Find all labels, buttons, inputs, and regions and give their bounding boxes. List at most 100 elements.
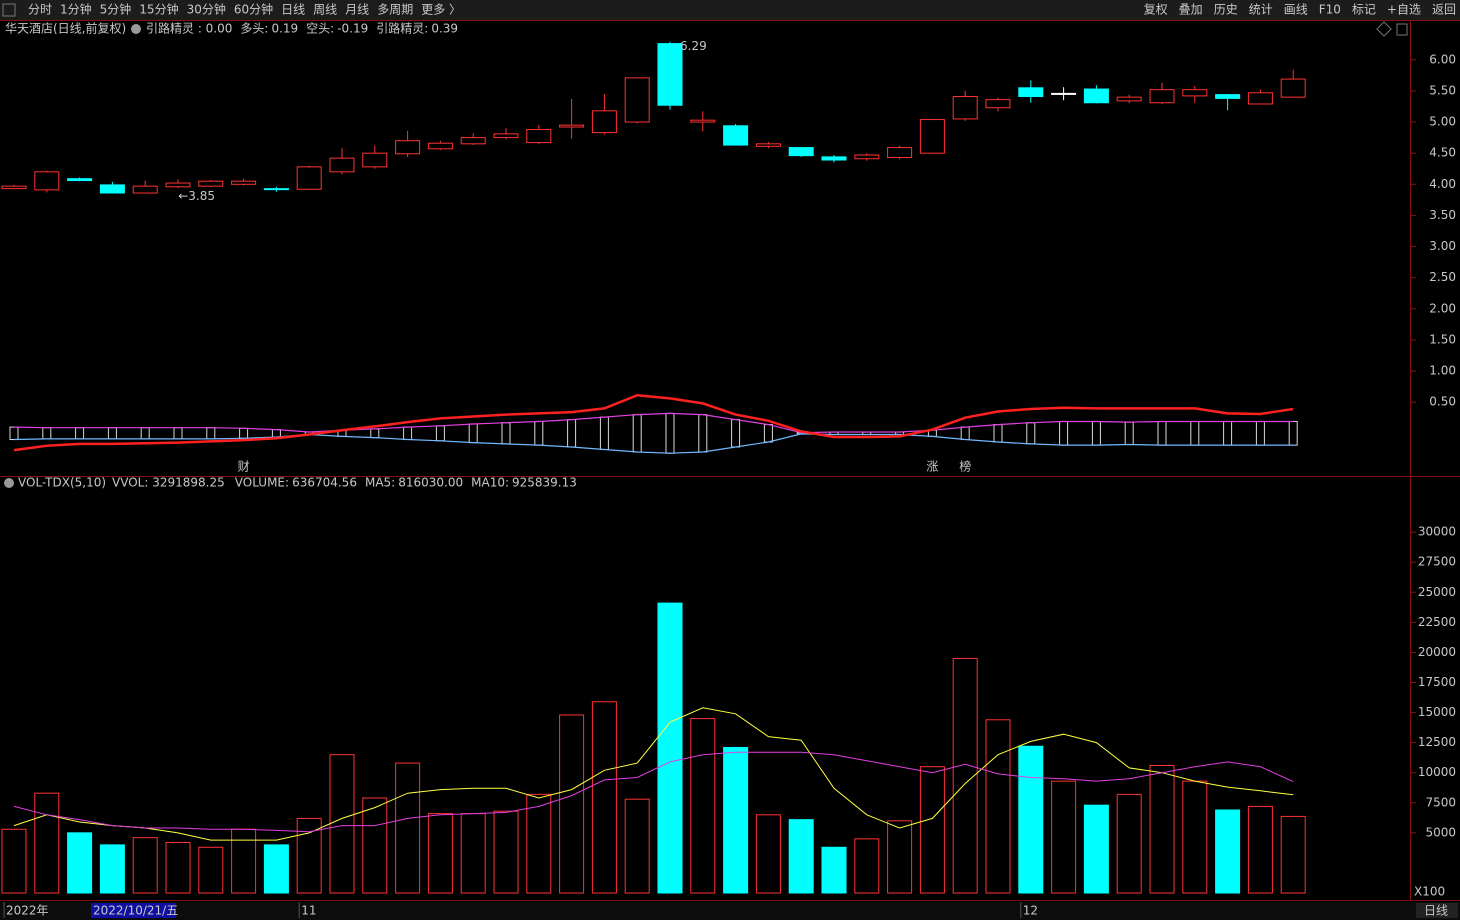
candle-body [1149,89,1175,104]
legend-text: VOLUME: [235,476,289,490]
x-tick-label: 2022年 [6,904,49,918]
ma-line [13,751,1294,833]
candle-body [854,154,880,160]
period-tab[interactable]: 更多 〉 [421,3,461,17]
legend-text: VOL-TDX(5,10) [18,476,106,490]
period-tab[interactable]: 30分钟 [187,2,226,17]
tool-button[interactable]: F10 [1319,3,1341,17]
period-tab[interactable]: 月线 [345,3,369,17]
legend-text: 多头: [240,22,268,36]
x-tick-label: 11 [301,904,316,918]
y-tick-label: 6.00 [1429,52,1456,66]
volume-bar [985,719,1011,894]
indicator-box [665,412,675,454]
panel-icon[interactable] [1396,23,1408,36]
candle-body [427,142,453,150]
y-tick-label: 12500 [1418,735,1456,749]
tool-button[interactable]: 叠加 [1179,3,1203,17]
candle-body [296,166,322,190]
candle-body [919,119,945,154]
candle-body [1083,88,1109,104]
y-tick-label: 22500 [1418,615,1456,629]
candle-body [395,140,421,155]
candle-body [821,156,847,161]
candle-body [67,178,93,182]
indicator-box [1157,420,1167,446]
y-tick-label: 3.00 [1429,239,1456,253]
cursor-label-bg [91,903,176,918]
volume-bar [493,810,519,894]
indicator-box [534,420,544,446]
period-label[interactable]: 日线 [1424,904,1448,918]
indicator-line [13,433,1294,454]
period-tab[interactable]: 分时 [28,3,52,17]
legend-text: 925839.13 [512,476,577,490]
volume-bar [854,838,880,894]
toolbar-bg [0,0,1460,20]
volume-bar [362,797,388,894]
candle-body [723,125,749,146]
diamond-icon[interactable] [1376,21,1392,37]
tool-button[interactable]: 历史 [1214,3,1238,17]
period-tab[interactable]: 周线 [313,3,337,17]
tool-button[interactable]: +自选 [1387,3,1421,17]
y-tick-label: 17500 [1418,675,1456,689]
candle-body [1215,94,1241,99]
period-tab[interactable]: 多周期 [377,3,413,17]
indicator-box [960,426,970,441]
volume-bar [427,813,453,894]
y-tick-label: 4.00 [1429,177,1456,191]
indicator-box [9,426,19,441]
period-tab[interactable]: 60分钟 [234,2,273,17]
candle-body [493,133,519,139]
candle-body [132,185,158,194]
y-tick-label: 20000 [1418,645,1456,659]
y-tick-label: 5.00 [1429,115,1456,129]
volume-bar [1247,805,1273,894]
volume-bar [788,819,814,894]
volume-bar [165,841,191,894]
volume-bar [887,820,913,894]
volume-bar [919,766,945,894]
y-tick-label: 5000 [1425,825,1456,839]
indicator-box [140,427,150,440]
y-tick-label: 5.50 [1429,83,1456,97]
indicator-box [1124,421,1134,445]
candle-body [624,77,650,123]
period-tab[interactable]: 5分钟 [100,2,132,17]
candle-body [460,137,486,145]
volume-bar [1280,815,1306,894]
indicator-box [1190,420,1200,446]
indicator-box [42,427,52,440]
volume-bar [1182,780,1208,894]
tool-button[interactable]: 标记 [1352,3,1376,17]
candle-body [231,180,257,185]
period-tab[interactable]: 15分钟 [139,2,178,17]
unit-label: X100 [1414,885,1445,899]
indicator-box [632,414,642,453]
tool-button[interactable]: 画线 [1284,3,1308,17]
indicator-line [13,412,1294,434]
legend-text: VVOL: 3291898.25 [112,476,225,490]
tool-button[interactable]: 复权 [1144,3,1168,17]
tool-button[interactable]: 返回 [1432,3,1456,17]
volume-bar [559,714,585,894]
y-tick-label: 27500 [1418,555,1456,569]
y-tick-label: 4.50 [1429,146,1456,160]
indicator-box [239,427,249,439]
event-marker: 涨 [926,459,938,474]
candle-body [1280,78,1306,98]
volume-bar [723,746,749,894]
y-tick-label: 2.00 [1429,301,1456,315]
period-tab[interactable]: 日线 [281,3,305,17]
indicator-box [501,422,511,445]
y-tick-label: 2.50 [1429,270,1456,284]
menu-icon[interactable] [2,3,16,17]
indicator-box [763,424,773,443]
tool-button[interactable]: 统计 [1249,3,1273,17]
indicator-box [1091,420,1101,446]
candle-body [1116,96,1142,102]
period-tab[interactable]: 1分钟 [60,2,92,17]
y-tick-label: 3.50 [1429,208,1456,222]
indicator-box [370,428,380,439]
